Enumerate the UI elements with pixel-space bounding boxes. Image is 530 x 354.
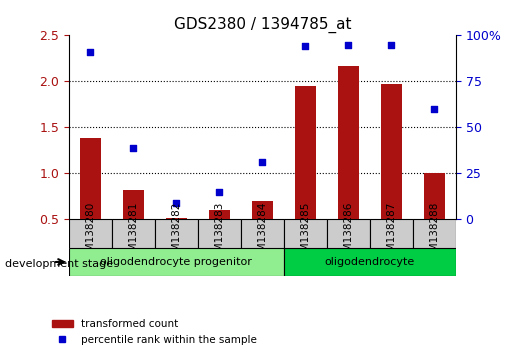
Text: GSM138288: GSM138288 [429,202,439,266]
Bar [327,219,370,248]
Point [301,44,310,49]
Text: GSM138284: GSM138284 [258,202,267,266]
Bar [295,86,316,266]
Bar [370,219,413,248]
Bar [69,219,112,248]
Bar [112,219,155,248]
Point [215,189,224,195]
Bar [338,66,359,266]
Bar [241,219,284,248]
Bar [155,219,198,248]
Bar [284,248,456,276]
Bar [165,218,187,266]
Point [129,145,138,150]
Text: oligodendrocyte: oligodendrocyte [325,257,415,267]
Bar [252,201,273,266]
Text: development stage: development stage [5,259,113,269]
Bar [122,190,144,266]
Text: GSM138281: GSM138281 [128,202,138,266]
Point [86,49,95,55]
Text: GSM138280: GSM138280 [85,202,95,265]
Point [430,106,438,112]
Point [172,200,181,206]
Bar [413,219,456,248]
Point [258,160,267,165]
Bar [80,138,101,266]
Legend: transformed count, percentile rank within the sample: transformed count, percentile rank withi… [48,315,261,349]
Text: GSM138282: GSM138282 [171,202,181,266]
Bar [381,84,402,266]
Text: GSM138286: GSM138286 [343,202,354,266]
Bar [209,210,230,266]
Text: oligodendrocyte progenitor: oligodendrocyte progenitor [100,257,252,267]
Point [387,42,395,47]
Point [344,42,352,47]
Bar [198,219,241,248]
Bar [284,219,327,248]
Text: GSM138285: GSM138285 [301,202,311,266]
Title: GDS2380 / 1394785_at: GDS2380 / 1394785_at [174,16,351,33]
Text: GSM138283: GSM138283 [214,202,224,266]
Bar [423,173,445,266]
Text: GSM138287: GSM138287 [386,202,396,266]
Bar [69,248,284,276]
